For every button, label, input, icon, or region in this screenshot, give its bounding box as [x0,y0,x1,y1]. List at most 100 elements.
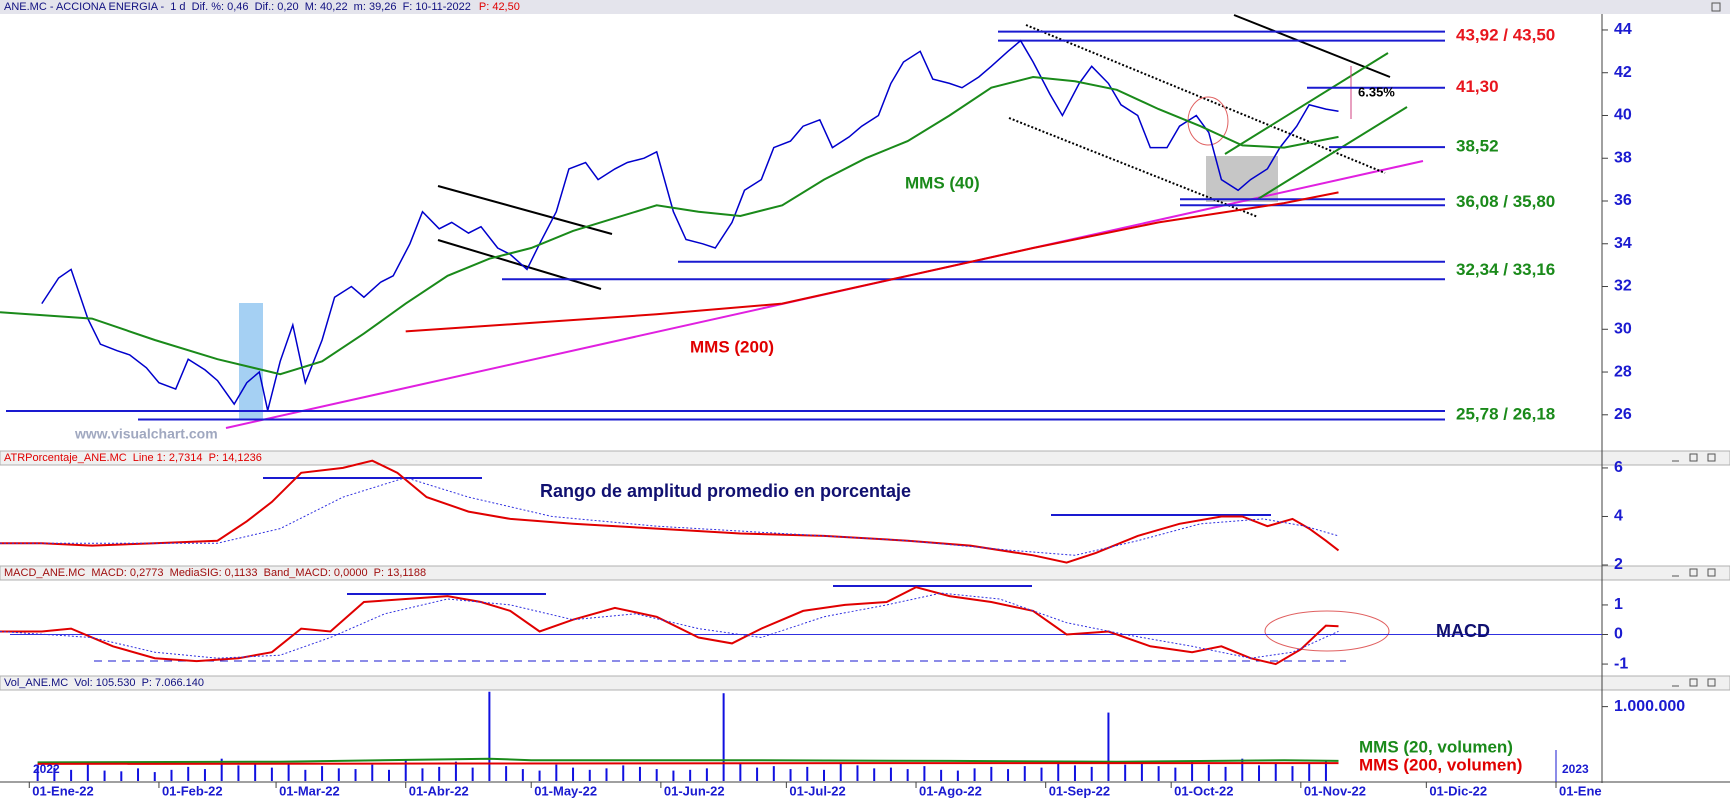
y-tick-label: 34 [1614,235,1632,252]
close-icon[interactable] [1707,678,1716,687]
x-tick-label: 01-Feb-22 [162,783,223,798]
series-label: MMS (200, volumen) [1359,755,1522,774]
channel-line [437,239,602,290]
volume-bar [588,769,591,781]
volume-bar [940,769,943,781]
x-tick-label: 01-Nov-22 [1304,783,1366,798]
volume-bar [756,767,759,781]
panel-title: Vol_ANE.MC Vol: 105.530 P: 7.066.140 [4,677,204,689]
header-band [0,0,1730,14]
y-tick-label: -1 [1614,655,1628,672]
y-tick-label: 30 [1614,320,1632,337]
volume-bar [973,768,976,781]
y-tick-label: 44 [1614,21,1632,38]
level-label: 43,92 / 43,50 [1456,26,1555,45]
volume-bar [622,765,625,781]
volume-bar [438,766,441,781]
channel-line [1025,24,1386,174]
close-icon[interactable] [1707,568,1716,577]
volume-bar [137,768,140,781]
close-icon[interactable] [1711,2,1721,12]
y-tick-label: 2 [1614,556,1623,573]
y-tick-label: 32 [1614,278,1632,295]
channel-line [1233,14,1391,78]
x-tick-label: 01-May-22 [534,783,597,798]
volume-bar [856,765,859,781]
y-tick-label: 1.000.000 [1614,698,1685,715]
volume-bar [906,769,909,781]
annotation: Rango de amplitud promedio en porcentaje [540,481,911,501]
volume-bar [1124,764,1127,781]
highlight-box [239,303,263,420]
y-tick-label: 28 [1614,363,1632,380]
volume-bar [1224,766,1227,781]
volume-bar [956,770,959,781]
annotation: MACD [1436,621,1490,641]
volume-bar [304,769,307,781]
volume-bar [404,760,407,781]
volume-bar [806,766,809,781]
panel-title: ATRPorcentaje_ANE.MC Line 1: 2,7314 P: 1… [4,452,262,464]
volume-bar [1090,766,1093,781]
volume-bar [1207,764,1210,781]
volume-bar [1191,761,1194,781]
annotation: 6.35% [1358,84,1395,99]
volume-bar [471,767,474,781]
volume-bar [36,764,39,781]
volume-bar [53,767,56,781]
year-label: 2023 [1562,762,1589,776]
maximize-icon[interactable] [1689,678,1698,687]
volume-bar [421,768,424,781]
y-tick-label: 36 [1614,192,1632,209]
series-line [0,75,1339,376]
level-label: 36,08 / 35,80 [1456,192,1555,211]
volume-bar [1107,712,1110,781]
volume-bar [170,769,173,781]
volume-bar [1258,765,1261,781]
volume-bar [187,766,190,781]
y-tick-label: 6 [1614,459,1623,476]
series-label: MMS (200) [690,337,774,356]
x-tick-label: 01-Jul-22 [789,783,845,798]
volume-bar [120,771,123,781]
y-tick-label: 4 [1614,508,1623,525]
series-line [0,586,1339,666]
header-band [0,450,1730,466]
level-label: 41,30 [1456,77,1499,96]
volume-bar [505,766,508,781]
volume-bar [1140,763,1143,781]
volume-bar [254,763,257,781]
volume-bar [689,769,692,781]
channel-line [1008,117,1259,218]
volume-bar [605,768,608,781]
volume-bar [990,766,993,781]
volume-bar [153,772,156,781]
level-label: 32,34 / 33,16 [1456,260,1555,279]
maximize-icon[interactable] [1689,568,1698,577]
volume-bar [387,769,390,781]
volume-bar [1308,763,1311,781]
header-band [0,675,1730,691]
volume-bar [538,770,541,781]
volume-bar [572,767,575,781]
volume-bar [337,768,340,781]
volume-bar [655,769,658,781]
volume-bar [1057,763,1060,781]
close-icon[interactable] [1707,453,1716,462]
series-line [0,592,1339,659]
volume-bar [638,766,641,781]
x-tick-label: 01-Mar-22 [279,783,340,798]
volume-bar [722,693,725,781]
volume-bar [772,766,775,781]
volume-bar [1023,766,1026,781]
panel-title: MACD_ANE.MC MACD: 0,2773 MediaSIG: 0,113… [4,567,426,579]
price-label: P: 42,50 [479,1,520,13]
maximize-icon[interactable] [1689,453,1698,462]
y-tick-label: 40 [1614,107,1632,124]
series-line [37,757,1339,764]
volume-bar [873,768,876,781]
channel-line [437,185,613,235]
y-tick-label: 42 [1614,64,1632,81]
volume-bar [839,763,842,781]
